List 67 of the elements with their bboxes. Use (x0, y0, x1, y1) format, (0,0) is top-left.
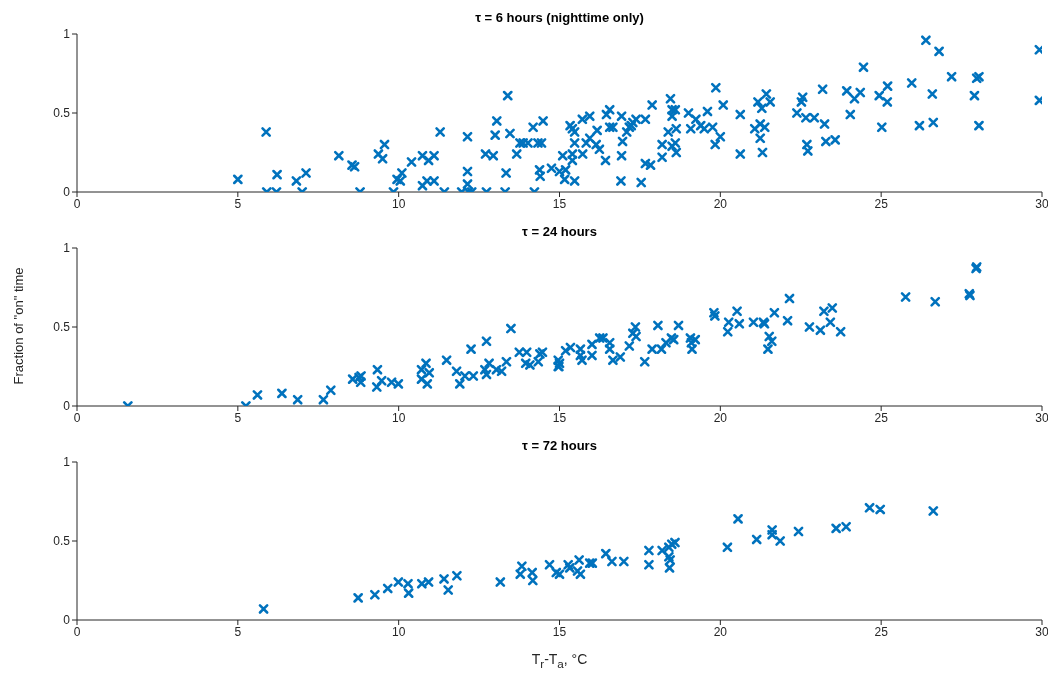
x-tick-label: 5 (234, 410, 242, 425)
x-tick-label: 10 (391, 196, 406, 211)
y-tick-label: 0.5 (53, 320, 71, 335)
x-tick-label: 5 (234, 624, 242, 639)
point (439, 574, 449, 584)
x-tick-label: 20 (713, 410, 728, 425)
x-tick-label: 25 (874, 410, 889, 425)
x-axis-title: T$_{r}$-T$_{a}$, °C (530, 650, 589, 672)
point (775, 536, 786, 546)
x-tick-label: 30 (1035, 624, 1048, 639)
x-tick-label: 15 (552, 410, 567, 425)
y-tick-label: 1 (63, 241, 71, 256)
point (369, 589, 380, 600)
x-tick-label: 10 (391, 410, 406, 425)
point (451, 570, 462, 581)
x-tick-label: 30 (1035, 410, 1048, 425)
point (722, 542, 733, 553)
point (382, 583, 393, 594)
y-tick-label: 0.5 (53, 106, 71, 121)
x-tick-label: 15 (552, 196, 567, 211)
x-tick-label: 25 (874, 196, 889, 211)
y-tick-label: 0 (63, 613, 71, 628)
point (733, 513, 743, 524)
point (353, 592, 364, 603)
point (670, 537, 680, 548)
x-tick-label: 0 (73, 410, 81, 425)
point (443, 585, 454, 595)
x-tick-label: 30 (1035, 196, 1048, 211)
point (527, 567, 538, 578)
x-tick-label: 15 (552, 624, 567, 639)
point (793, 526, 804, 537)
y-tick-label: 0 (63, 185, 71, 200)
point (767, 525, 778, 535)
x-tick-label: 25 (874, 624, 889, 639)
point (527, 575, 538, 586)
y-tick-label: 0.5 (53, 534, 71, 549)
x-tick-label: 5 (234, 196, 242, 211)
y-axis-title: Fraction of "on" time (10, 267, 26, 385)
x-tick-label: 0 (73, 196, 81, 211)
x-tick-label: 0 (73, 624, 81, 639)
point (258, 604, 269, 614)
y-tick-label: 1 (63, 455, 71, 470)
x-tick-label: 20 (713, 624, 728, 639)
point (664, 562, 675, 573)
x-tick-label: 20 (713, 196, 728, 211)
chart-title: τ = 24 hours (521, 223, 598, 241)
point (663, 551, 674, 562)
point (665, 555, 676, 565)
point (644, 545, 654, 556)
point (607, 556, 617, 567)
y-tick-label: 0 (63, 399, 71, 414)
point (495, 577, 506, 587)
point (515, 569, 526, 580)
point (751, 534, 762, 545)
point (516, 561, 527, 572)
point (928, 506, 939, 516)
point (644, 559, 654, 570)
y-tick-label: 1 (63, 27, 71, 42)
point (574, 555, 585, 565)
x-tick-label: 10 (391, 624, 406, 639)
point (403, 588, 414, 599)
chart-title: τ = 6 hours (nighttime only) (474, 9, 645, 27)
chart-title: τ = 72 hours (521, 437, 598, 455)
point (600, 548, 611, 559)
point (618, 556, 629, 567)
point (544, 559, 555, 570)
point (767, 529, 778, 540)
